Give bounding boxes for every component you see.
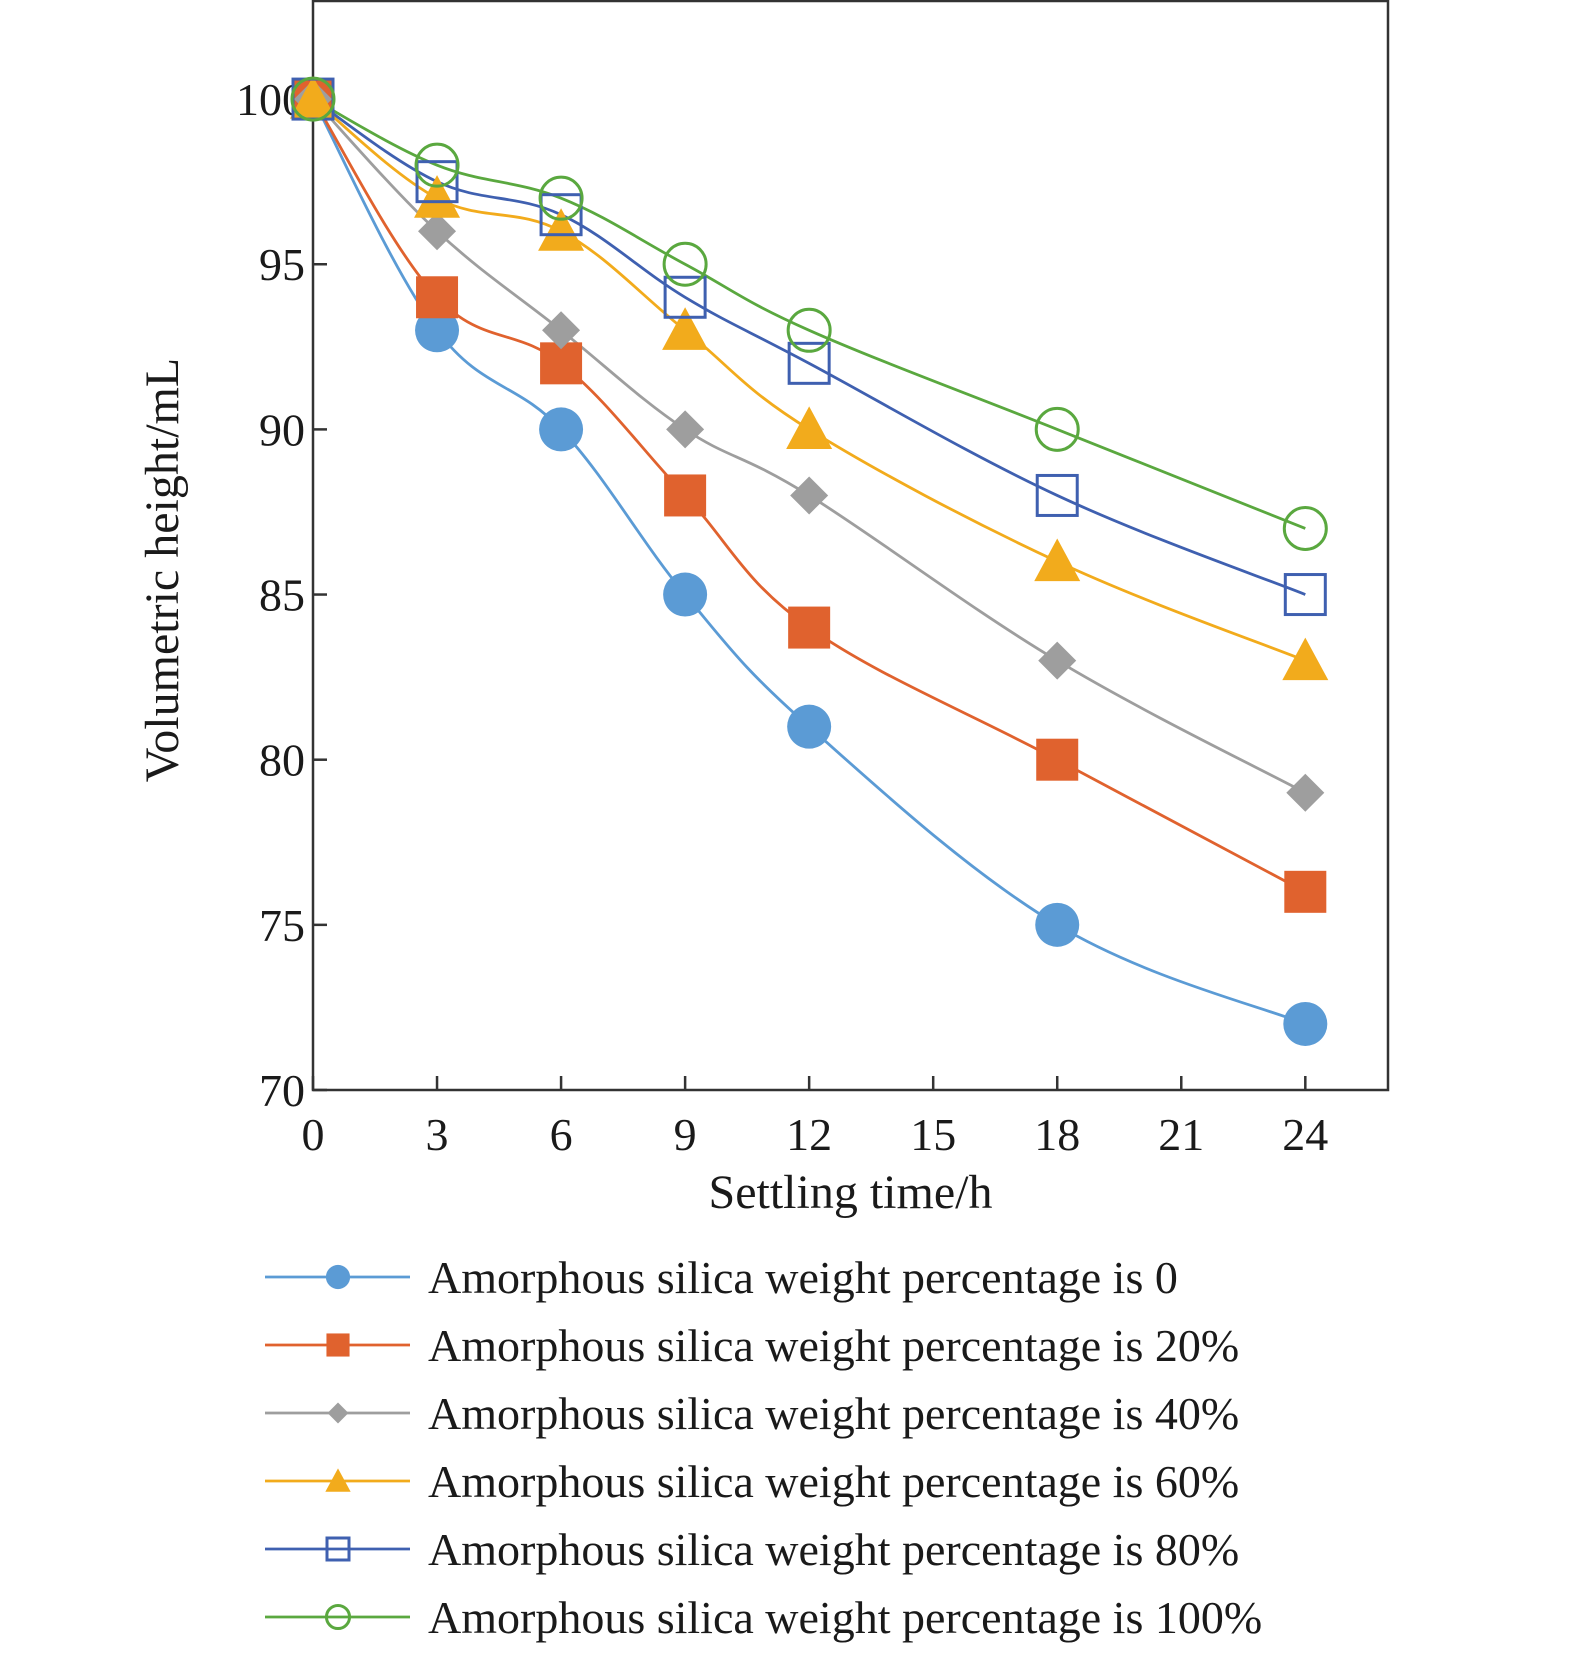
data-point-series-3 <box>538 208 585 251</box>
y-tick-label: 95 <box>259 239 305 290</box>
y-tick-label: 90 <box>259 404 305 455</box>
x-tick-label: 24 <box>1282 1109 1328 1160</box>
data-point-series-0 <box>1035 902 1080 947</box>
data-point-series-0 <box>539 407 584 452</box>
data-point-series-5 <box>538 175 584 221</box>
data-point-series-2 <box>542 311 581 350</box>
x-tick-label: 12 <box>786 1109 832 1160</box>
legend-item: Amorphous silica weight percentage is 0 <box>265 1252 1178 1303</box>
legend-label: Amorphous silica weight percentage is 0 <box>428 1252 1178 1303</box>
data-point-series-1 <box>540 342 583 385</box>
legend-item: Amorphous silica weight percentage is 40… <box>265 1388 1239 1439</box>
y-tick-label: 80 <box>259 735 305 786</box>
data-point-series-4 <box>415 160 459 204</box>
x-tick-label: 9 <box>674 1109 697 1160</box>
legend: Amorphous silica weight percentage is 0 A… <box>265 1252 1262 1643</box>
x-tick-label: 18 <box>1034 1109 1080 1160</box>
data-point-series-2 <box>418 212 457 251</box>
legend-marker <box>324 1603 352 1631</box>
x-axis-label: Settling time/h <box>709 1166 993 1219</box>
data-point-series-3 <box>1034 538 1081 582</box>
data-point-series-3 <box>662 307 709 350</box>
series-lines <box>311 97 1306 1026</box>
x-tick-label: 3 <box>426 1109 449 1160</box>
data-point-series-2 <box>1038 641 1077 680</box>
series-line-3 <box>312 97 1306 662</box>
y-axis-label: Volumetric height/mL <box>136 358 189 782</box>
plot-area <box>311 0 1390 1092</box>
series-line-0 <box>311 98 1306 1026</box>
data-point-series-5 <box>1034 406 1080 452</box>
data-point-series-2 <box>666 410 705 449</box>
x-tick-label: 15 <box>910 1109 956 1160</box>
legend-marker <box>325 1468 351 1492</box>
data-point-series-5 <box>662 241 708 287</box>
legend-label: Amorphous silica weight percentage is 60… <box>428 1456 1239 1507</box>
data-point-series-0 <box>1283 1001 1328 1046</box>
data-point-series-5 <box>414 142 460 188</box>
legend-marker <box>327 1402 349 1424</box>
legend-marker <box>326 1333 350 1357</box>
data-point-series-4 <box>1283 573 1327 617</box>
data-point-series-0 <box>663 572 708 617</box>
data-point-series-5 <box>290 76 336 122</box>
legend-item: Amorphous silica weight percentage is 80… <box>265 1524 1239 1575</box>
series-markers <box>290 76 1329 1046</box>
y-tick-label: 70 <box>259 1065 305 1116</box>
legend-label: Amorphous silica weight percentage is 80… <box>428 1524 1239 1575</box>
data-point-series-2 <box>790 476 829 515</box>
data-point-series-1 <box>416 276 459 319</box>
data-point-series-1 <box>1284 870 1327 913</box>
x-axis: 0 3 6 9 12 15 18 21 24 <box>302 1076 1328 1160</box>
legend-marker <box>325 1536 351 1562</box>
legend-item: Amorphous silica weight percentage is 10… <box>265 1592 1262 1643</box>
data-point-series-0 <box>787 704 832 749</box>
legend-label: Amorphous silica weight percentage is 40… <box>428 1388 1239 1439</box>
data-point-series-3 <box>290 76 336 119</box>
data-point-series-4 <box>1035 473 1079 517</box>
y-tick-label: 75 <box>259 900 305 951</box>
series-line-5 <box>312 97 1306 530</box>
data-point-series-4 <box>539 193 583 237</box>
legend-marker <box>325 1264 351 1290</box>
data-point-series-3 <box>414 175 461 218</box>
x-tick-label: 21 <box>1158 1109 1204 1160</box>
data-point-series-3 <box>786 406 833 449</box>
x-tick-label: 0 <box>302 1109 325 1160</box>
data-point-series-2 <box>1286 773 1325 812</box>
legend-item: Amorphous silica weight percentage is 20… <box>265 1320 1239 1371</box>
data-point-series-5 <box>786 307 832 353</box>
plot-frame <box>311 0 1390 1092</box>
data-point-series-3 <box>1282 637 1329 681</box>
data-point-series-4 <box>787 341 831 385</box>
x-tick-label: 6 <box>550 1109 573 1160</box>
data-point-series-1 <box>1036 738 1079 781</box>
data-point-series-4 <box>663 275 707 319</box>
legend-label: Amorphous silica weight percentage is 20… <box>428 1320 1239 1371</box>
legend-item: Amorphous silica weight percentage is 60… <box>265 1456 1239 1507</box>
data-point-series-1 <box>664 474 707 517</box>
data-point-series-1 <box>788 606 831 649</box>
legend-label: Amorphous silica weight percentage is 10… <box>428 1592 1262 1643</box>
data-point-series-0 <box>415 308 460 353</box>
y-tick-label: 85 <box>259 570 305 621</box>
data-point-series-5 <box>1282 505 1328 551</box>
